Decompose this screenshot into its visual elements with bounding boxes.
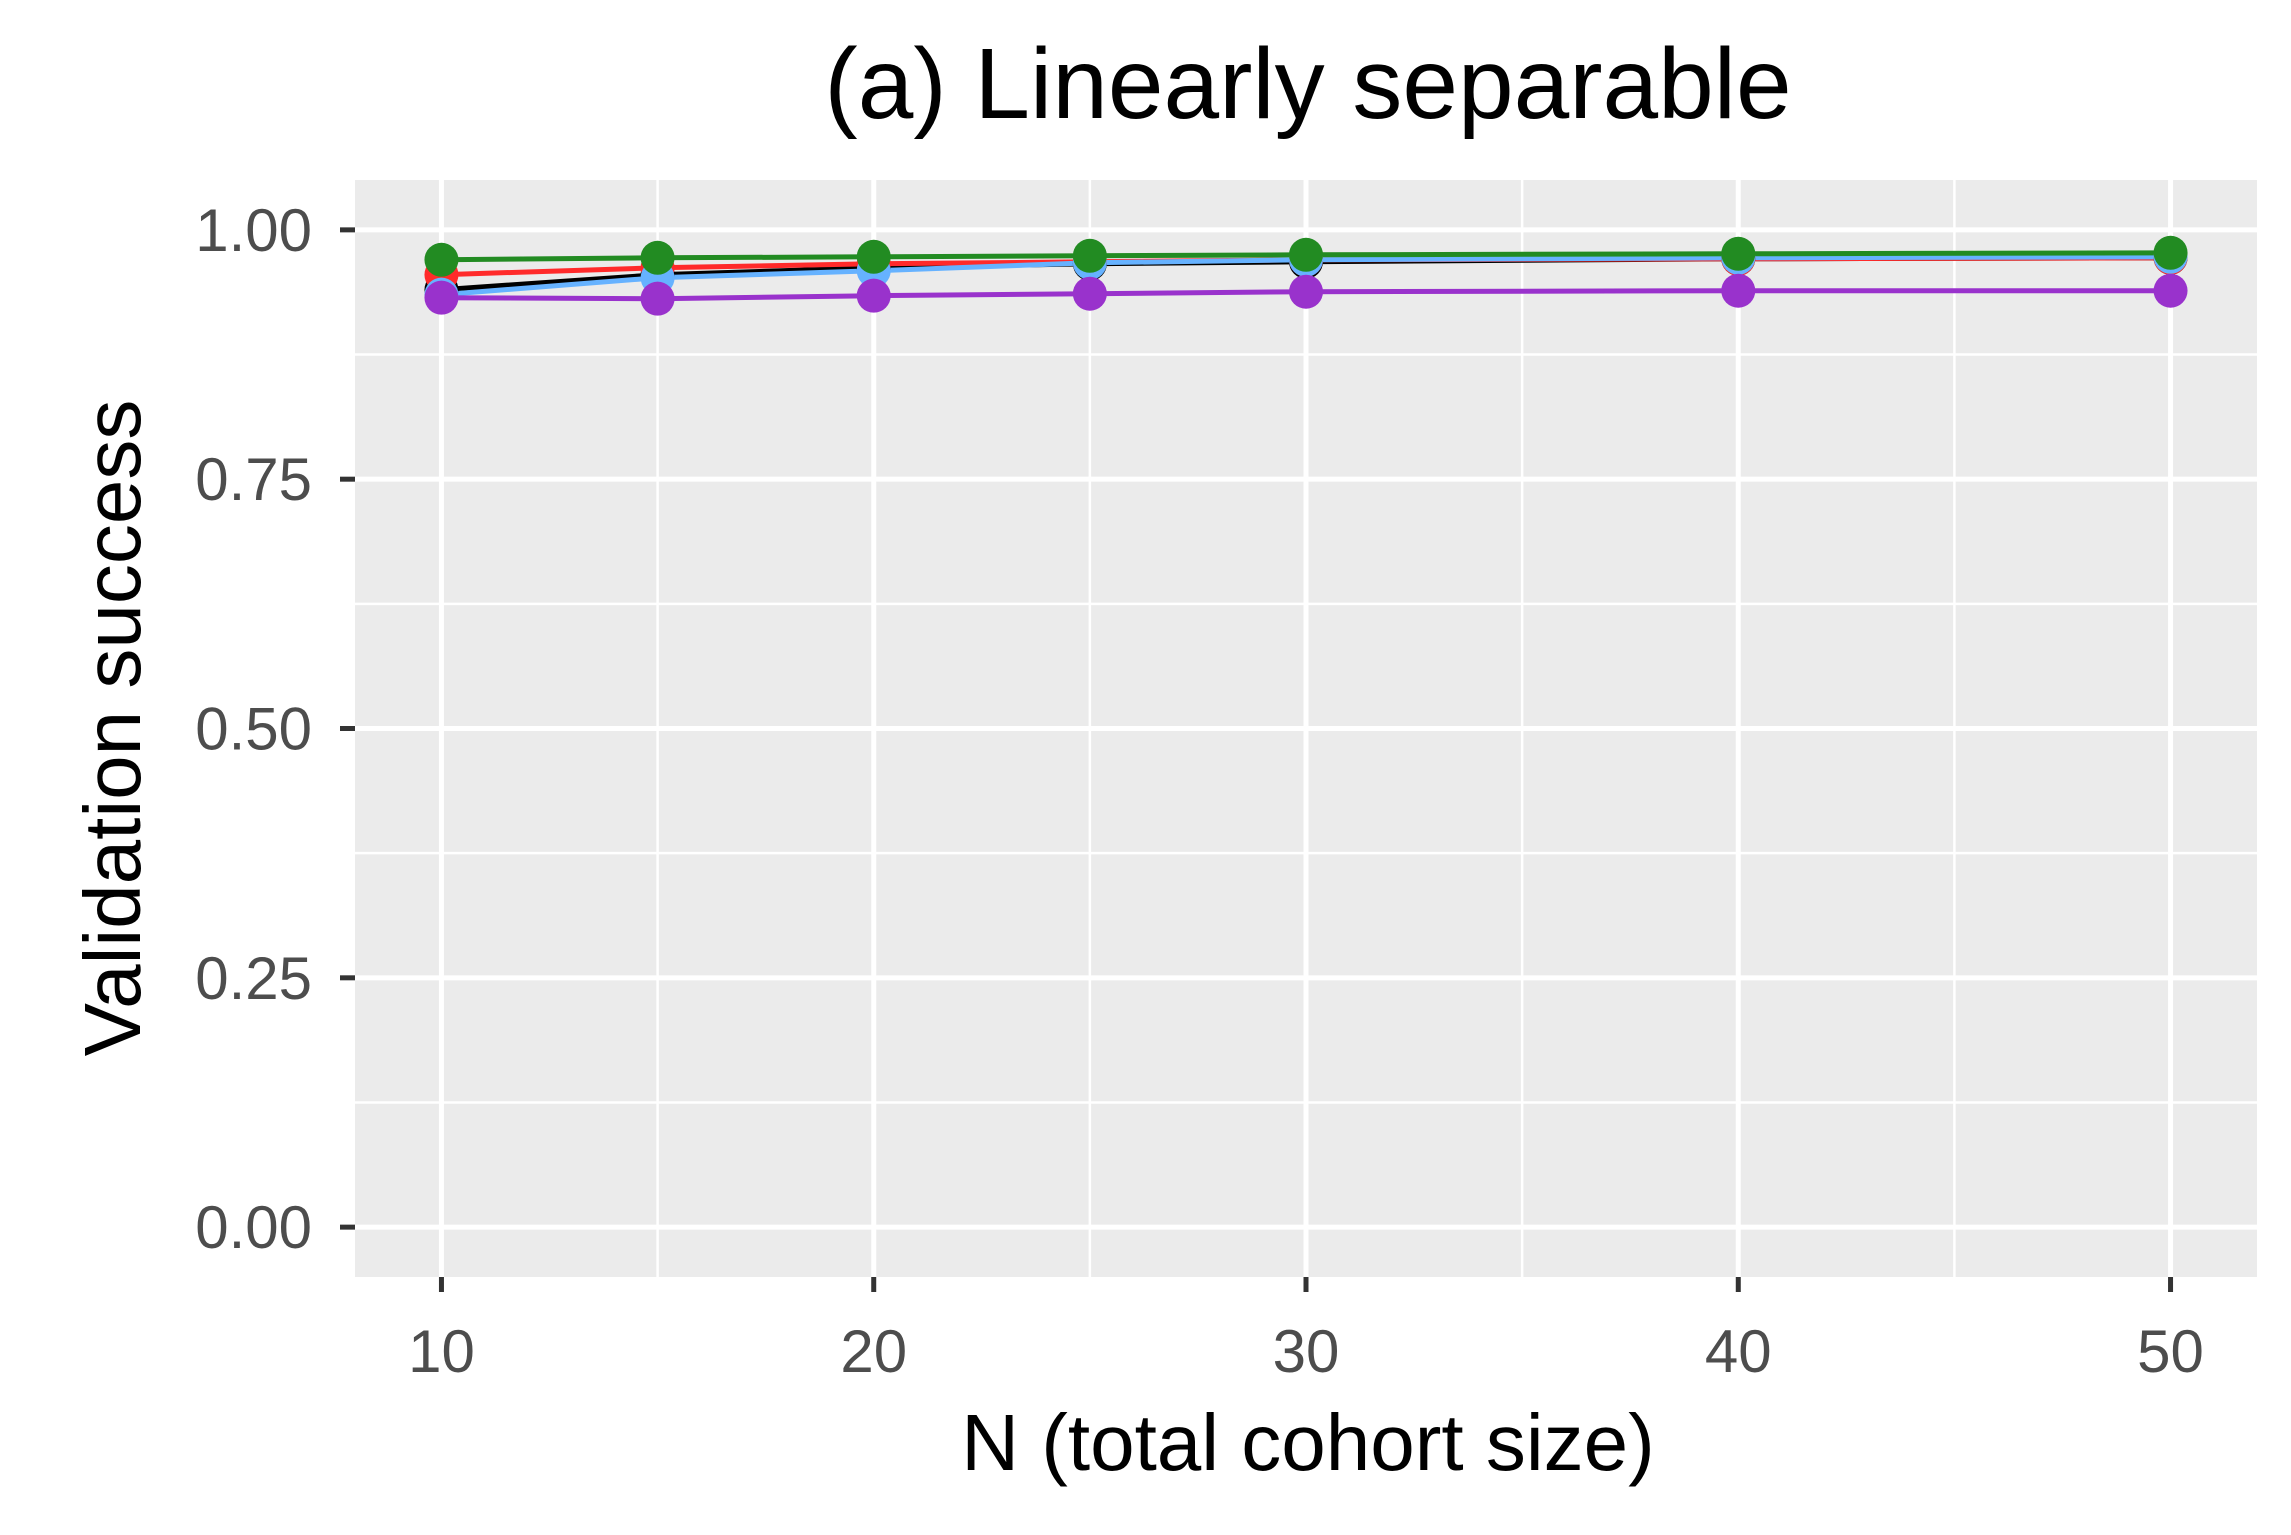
series-5-point	[1721, 236, 1756, 271]
series-5-point	[1289, 237, 1323, 272]
y-tick-label: 1.00	[195, 197, 312, 264]
grid	[355, 180, 2257, 1277]
series-group	[424, 235, 2188, 316]
y-tick-label: 0.50	[195, 696, 312, 763]
y-tick-label: 0.00	[195, 1194, 312, 1261]
x-tick-label: 30	[1273, 1318, 1340, 1385]
x-tick-label: 40	[1705, 1318, 1772, 1385]
series-4-point	[1072, 276, 1107, 311]
chart-title: (a) Linearly separable	[824, 28, 1791, 140]
y-tick-label: 0.75	[195, 446, 312, 513]
x-tick-label: 20	[840, 1318, 907, 1385]
x-tick-label: 50	[2137, 1318, 2204, 1385]
y-axis-label: Validation success	[68, 400, 157, 1057]
series-5-point	[856, 239, 891, 274]
x-tick-label: 10	[408, 1318, 475, 1385]
y-tick-label: 0.25	[195, 945, 312, 1012]
axes: 10 20 30 40 50 0.00 0.25 0.50 0.75 1.00	[195, 197, 2204, 1385]
series-4-point	[640, 281, 675, 316]
series-5-point	[640, 240, 675, 275]
x-axis-label: N (total cohort size)	[961, 1398, 1655, 1487]
series-4-point	[856, 278, 891, 313]
series-4-point	[2153, 273, 2188, 308]
series-5-point	[424, 242, 459, 277]
series-4-point	[1289, 274, 1323, 309]
series-4-point	[1721, 273, 1756, 308]
series-4-point	[424, 280, 459, 315]
series-5-point	[2153, 235, 2188, 270]
series-5-point	[1072, 238, 1107, 273]
